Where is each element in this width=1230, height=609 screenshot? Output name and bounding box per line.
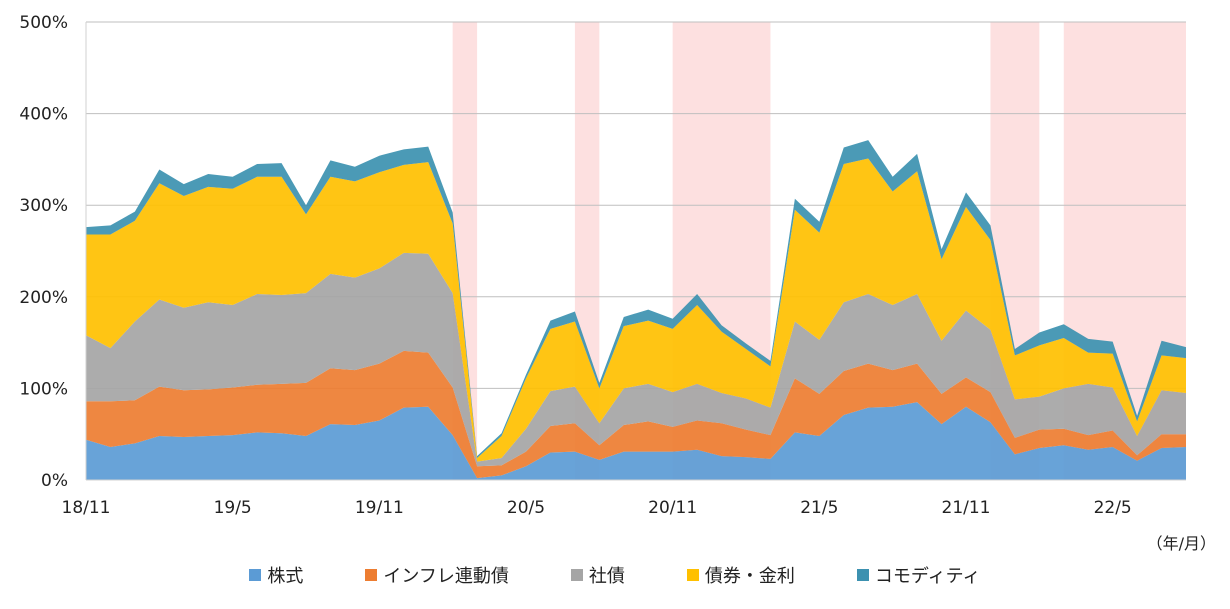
y-tick-label: 400% — [19, 105, 68, 125]
legend-swatch — [570, 569, 583, 581]
x-tick-label: 21/11 — [942, 498, 991, 518]
legend-label: 社債 — [588, 566, 625, 587]
y-tick-labels: 0% 100% 200% 300% 400% 500% — [19, 13, 68, 491]
y-tick-label: 200% — [19, 288, 68, 308]
legend-item: コモディティ — [856, 562, 981, 588]
legend-item: インフレ連動債 — [365, 562, 509, 588]
legend-swatch — [249, 569, 262, 581]
x-tick-label: 21/5 — [800, 498, 838, 518]
legend-label: インフレ連動債 — [383, 566, 509, 587]
x-tick-label: 20/11 — [648, 498, 697, 518]
x-tick-label: 22/5 — [1094, 498, 1132, 518]
x-tick-label: 19/5 — [214, 498, 252, 518]
legend-swatch — [365, 569, 378, 581]
legend-label: 株式 — [267, 566, 304, 587]
legend: 株式 インフレ連動債 社債 債券・金利 コモディティ — [0, 562, 1230, 588]
x-tick-labels: 18/11 19/5 19/11 20/5 20/11 21/5 21/11 22/5 — [62, 498, 1132, 518]
legend-item: 債券・金利 — [686, 562, 795, 588]
x-unit-label: （年/月） — [1146, 534, 1216, 553]
y-tick-label: 0% — [41, 471, 68, 491]
axes — [85, 22, 1186, 481]
legend-item: 社債 — [570, 562, 625, 588]
y-tick-label: 100% — [19, 379, 68, 399]
x-tick-label: 20/5 — [507, 498, 545, 518]
area-series-3 — [86, 252, 1186, 467]
y-tick-label: 500% — [19, 13, 68, 33]
legend-swatch — [686, 569, 699, 581]
legend-item: 株式 — [249, 562, 303, 588]
area-series-2 — [86, 350, 1186, 479]
area-series-4 — [86, 158, 1186, 462]
x-tick-label: 18/11 — [62, 498, 111, 518]
legend-label: 債券・金利 — [704, 566, 795, 587]
legend-swatch — [856, 569, 869, 581]
y-tick-label: 300% — [19, 196, 68, 216]
stacked-areas — [86, 140, 1186, 480]
x-tick-label: 19/11 — [355, 498, 404, 518]
legend-label: コモディティ — [874, 566, 981, 587]
area-series-1 — [86, 402, 1186, 480]
